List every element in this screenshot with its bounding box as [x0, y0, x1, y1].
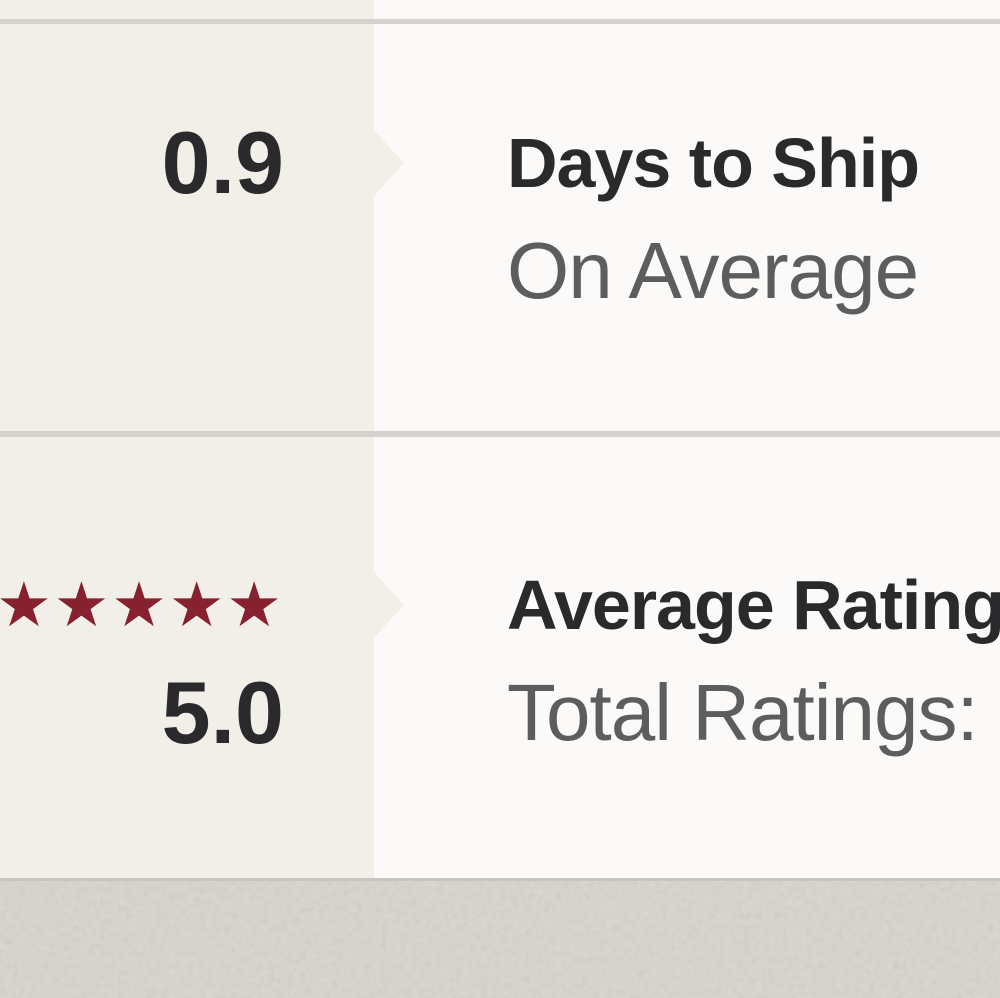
value-column-sliver: [0, 0, 374, 19]
stat-label: Days to Ship: [507, 124, 920, 202]
label-column-sliver: [374, 0, 1000, 19]
row-pointer-notch: [374, 130, 404, 196]
noise-texture: [0, 881, 1000, 998]
row-pointer-notch: [374, 572, 404, 638]
stat-sublabel: Total Ratings:: [507, 668, 979, 757]
stat-label: Average Rating: [507, 566, 1000, 644]
page-background-texture: [0, 878, 1000, 998]
stat-row-partial: [0, 0, 1000, 19]
stat-value: 0.9: [161, 113, 284, 212]
row-divider: [0, 19, 1000, 24]
stat-value-cell: ★★★★★ 5.0: [0, 437, 374, 878]
stat-label-cell: Days to Ship On Average: [374, 24, 1000, 431]
stat-row-days-to-ship: 0.9 Days to Ship On Average: [0, 24, 1000, 431]
stat-label-cell: Average Rating Total Ratings:: [374, 437, 1000, 878]
row-divider: [0, 431, 1000, 437]
stat-sublabel: On Average: [507, 226, 919, 315]
star-rating-icons: ★★★★★: [0, 568, 284, 641]
stats-card: 0.9 Days to Ship On Average ★★★★★ 5.0 Av…: [0, 0, 1000, 878]
stat-row-average-rating: ★★★★★ 5.0 Average Rating Total Ratings:: [0, 437, 1000, 878]
stat-value-cell: 0.9: [0, 24, 374, 431]
stat-value: 5.0: [161, 663, 284, 762]
